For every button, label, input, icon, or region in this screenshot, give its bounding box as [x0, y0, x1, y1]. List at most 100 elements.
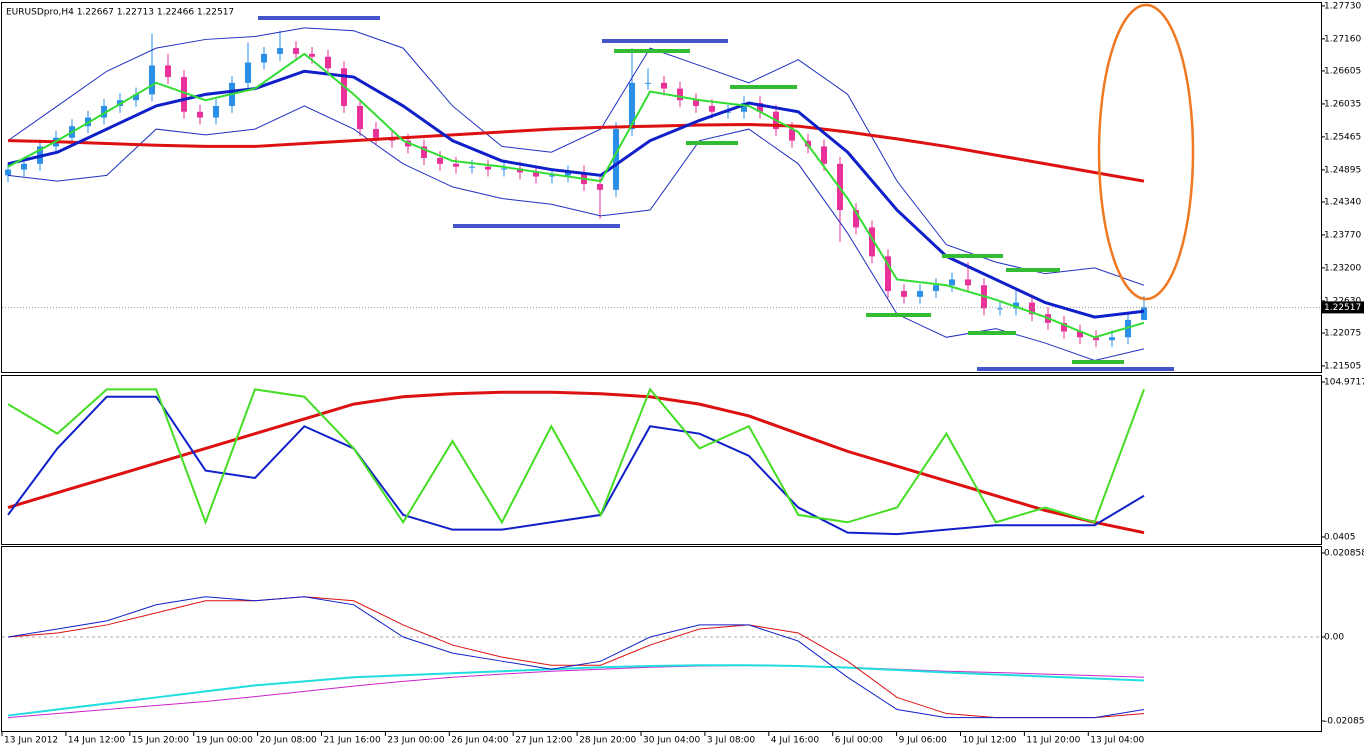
- y-tick-label: 1.27160: [1324, 34, 1361, 44]
- x-tick-label: 20 Jun 08:00: [260, 736, 317, 746]
- indicator-line: [7, 27, 1145, 286]
- candle-body: [597, 184, 603, 190]
- y-tick-label: 104.9717: [1324, 378, 1364, 388]
- candle-body: [741, 103, 747, 112]
- y-tick-label: 1.27730: [1324, 1, 1361, 11]
- y-tick-label: 1.24895: [1324, 165, 1361, 175]
- y-tick-label: -0.02085: [1324, 717, 1364, 727]
- candle-body: [357, 105, 363, 130]
- candle-body: [149, 65, 155, 95]
- x-tick-label: 9 Jul 06:00: [899, 736, 948, 746]
- candle-body: [501, 168, 507, 170]
- panel-frames: [1, 2, 1322, 732]
- candle-body: [165, 65, 171, 78]
- candle-body: [885, 256, 891, 292]
- x-tick-label: 13 Jul 04:00: [1090, 736, 1144, 746]
- candle-body: [421, 146, 427, 159]
- x-tick-label: 10 Jul 12:00: [963, 736, 1017, 746]
- x-tick-label: 15 Jun 20:00: [132, 736, 189, 746]
- candle-body: [661, 82, 667, 89]
- x-tick-label: 23 Jun 00:00: [387, 736, 444, 746]
- candle-body: [1125, 319, 1131, 338]
- price-panel: [1, 2, 1322, 373]
- y-tick-label: 1.22630: [1324, 296, 1361, 306]
- candle-body: [789, 129, 795, 141]
- x-tick-label: 3 Jul 08:00: [707, 736, 756, 746]
- candle-body: [693, 100, 699, 106]
- candle-body: [725, 111, 731, 113]
- indicator-line: [7, 664, 1145, 717]
- y-tick-label: 1.24340: [1324, 197, 1361, 207]
- candle-body: [613, 129, 619, 190]
- candle-body: [645, 82, 651, 84]
- highlight-ellipse: [1097, 3, 1195, 301]
- candle-body: [677, 88, 683, 101]
- indicator-line: [7, 387, 1145, 526]
- candle-body: [1061, 322, 1067, 332]
- x-tick-label: 6 Jul 00:00: [835, 736, 884, 746]
- indicator-line: [7, 395, 1145, 536]
- candle-body: [853, 210, 859, 228]
- indicator-line: [7, 52, 1145, 339]
- x-tick-label: 11 Jul 20:00: [1026, 736, 1080, 746]
- candle-body: [293, 48, 299, 54]
- candle-body: [101, 105, 107, 118]
- candle-body: [917, 291, 923, 297]
- candle-body: [709, 105, 715, 112]
- candle-body: [1141, 307, 1147, 320]
- x-tick-label: 19 Jun 00:00: [196, 736, 253, 746]
- candle-body: [437, 158, 443, 164]
- macd-panel: [1, 546, 1322, 732]
- candle-body: [469, 166, 475, 168]
- candle-body: [261, 53, 267, 63]
- x-tick-label: 28 Jun 20:00: [579, 736, 636, 746]
- x-tick-label: 13 Jun 2012: [4, 736, 58, 746]
- x-tick-label: 26 Jun 04:00: [451, 736, 508, 746]
- oscillator-panel: [1, 375, 1322, 545]
- indicator-line: [7, 596, 1145, 719]
- candle-body: [549, 175, 555, 177]
- x-tick-label: 21 Jun 16:00: [324, 736, 381, 746]
- candle-body: [133, 94, 139, 101]
- candle-body: [453, 163, 459, 167]
- y-tick-label: 1.23200: [1324, 263, 1361, 273]
- candle-body: [1077, 331, 1083, 338]
- chart-title: EURUSDpro,H4 1.22667 1.22713 1.22466 1.2…: [6, 8, 234, 18]
- candle-body: [565, 172, 571, 176]
- candle-body: [21, 163, 27, 170]
- candle-body: [245, 62, 251, 83]
- candle-body: [1093, 337, 1099, 341]
- annotations: [258, 3, 1195, 371]
- candle-body: [1109, 337, 1115, 341]
- indicator-line: [7, 122, 1145, 183]
- candle-body: [1029, 302, 1035, 315]
- last-price-label: 1.22517: [1324, 303, 1361, 313]
- last-price-box: [1322, 301, 1364, 314]
- y-tick-label: 1.26605: [1324, 66, 1361, 76]
- y-tick-label: 0.00: [1324, 633, 1344, 643]
- candle-body: [181, 77, 187, 112]
- candle-body: [5, 169, 11, 176]
- y-tick-label: 1.23770: [1324, 230, 1361, 240]
- candle-body: [997, 308, 1003, 310]
- candle-body: [757, 103, 763, 112]
- y-tick-label: 1.22075: [1324, 328, 1361, 338]
- y-tick-label: 1.21505: [1324, 361, 1361, 371]
- x-tick-label: 27 Jun 12:00: [515, 736, 572, 746]
- candle-body: [1013, 302, 1019, 309]
- candle-body: [213, 105, 219, 118]
- x-tick-label: 4 Jul 16:00: [771, 736, 820, 746]
- candle-body: [197, 111, 203, 118]
- candle-body: [277, 48, 283, 54]
- candle-body: [933, 285, 939, 292]
- x-tick-label: 14 Jun 12:00: [68, 736, 125, 746]
- indicator-line: [7, 665, 1145, 719]
- y-tick-label: 0.0405: [1324, 533, 1356, 543]
- y-tick-label: 1.26035: [1324, 99, 1361, 109]
- candle-body: [965, 279, 971, 286]
- candle-body: [533, 172, 539, 177]
- candle-body: [309, 53, 315, 57]
- candle-body: [821, 146, 827, 164]
- candle-body: [373, 129, 379, 138]
